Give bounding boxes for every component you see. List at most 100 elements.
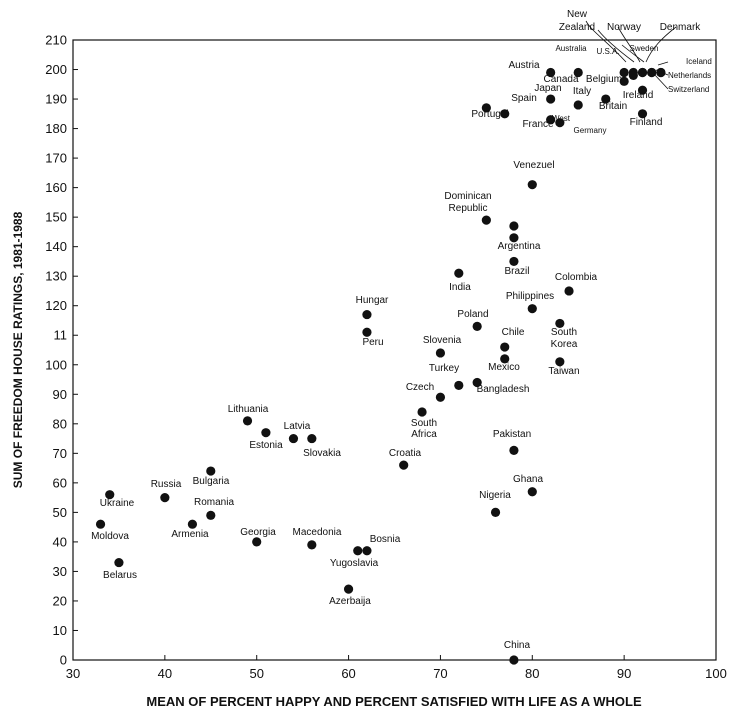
- point-labels: Australia U.S.A. Sweden Iceland Netherlands S…: [91, 9, 712, 651]
- y-tick-label: 210: [45, 33, 67, 48]
- x-tick-label: 50: [249, 666, 263, 681]
- point-label: Nigeria: [479, 490, 511, 501]
- data-point: [647, 67, 657, 78]
- y-tick-label: 10: [53, 623, 67, 638]
- y-tick-label: 160: [45, 180, 67, 195]
- data-point: [656, 67, 666, 78]
- point-label: Netherlands: [668, 71, 711, 80]
- data-point: [546, 115, 556, 125]
- y-tick-label: 80: [53, 416, 67, 431]
- data-point: [527, 487, 537, 497]
- data-point: [454, 380, 464, 391]
- y-axis-title: SUM OF FREEDOM HOUSE RATINGS, 1981-1988: [11, 211, 25, 488]
- data-point: [500, 354, 510, 364]
- point-label: New: [567, 9, 588, 20]
- leader-line: [621, 44, 645, 63]
- point-label: Pakistan: [493, 429, 531, 440]
- data-point: [601, 94, 611, 104]
- leader-line: [585, 20, 627, 63]
- data-point: [472, 321, 482, 331]
- x-tick-label: 60: [341, 666, 355, 681]
- data-point: [637, 67, 648, 78]
- point-label: South: [411, 418, 437, 429]
- point-label: Philippines: [506, 291, 554, 302]
- point-label: Hungar: [356, 295, 389, 306]
- data-point: [637, 85, 648, 95]
- x-tick-label: 90: [617, 666, 631, 681]
- data-point: [573, 100, 583, 110]
- data-point: [573, 67, 583, 78]
- point-label: Republic: [449, 203, 488, 214]
- data-point: [95, 519, 106, 529]
- data-point: [509, 655, 519, 665]
- point-label: West: [552, 114, 571, 123]
- x-tick-label: 70: [433, 666, 447, 681]
- data-point: [637, 109, 648, 119]
- x-tick-label: 30: [66, 666, 80, 681]
- data-point: [160, 493, 170, 503]
- data-point: [242, 416, 253, 426]
- y-tick-label: 40: [53, 534, 67, 549]
- data-point: [619, 67, 629, 78]
- x-tick-label: 100: [705, 666, 727, 681]
- point-label: Belgium: [586, 74, 622, 85]
- y-tick-label: 90: [53, 387, 67, 402]
- point-label: India: [449, 282, 471, 293]
- point-label: Colombia: [555, 272, 598, 283]
- data-point: [500, 109, 510, 119]
- data-point: [490, 507, 501, 517]
- point-label: Japan: [534, 83, 561, 94]
- data-point: [509, 256, 519, 267]
- point-label: Ghana: [513, 474, 543, 485]
- point-label: Yugoslavia: [330, 558, 379, 569]
- leader-lines: [585, 20, 677, 90]
- point-label: Lithuania: [228, 404, 269, 415]
- point-label: South: [551, 327, 577, 338]
- point-label: Denmark: [660, 22, 702, 33]
- point-label: Finland: [630, 117, 663, 128]
- point-label: Germany: [574, 126, 607, 135]
- point-label: Ukraine: [100, 498, 135, 509]
- data-point: [252, 537, 262, 547]
- data-point: [206, 510, 216, 520]
- point-label: Armenia: [171, 529, 209, 540]
- data-point: [628, 70, 638, 81]
- data-point: [546, 67, 556, 78]
- point-label: Switzerland: [668, 85, 709, 94]
- y-tick-label: 190: [45, 92, 67, 107]
- point-label: Portugal: [471, 109, 508, 120]
- y-tick-label: 130: [45, 269, 67, 284]
- point-label: Norway: [607, 22, 641, 33]
- leader-line: [617, 26, 641, 63]
- data-point: [362, 327, 372, 337]
- data-point: [555, 318, 565, 329]
- y-tick-label: 100: [45, 357, 67, 372]
- y-tick-label: 11: [54, 328, 68, 343]
- data-point: [105, 490, 115, 500]
- data-point: [417, 407, 427, 417]
- point-label: Georgia: [240, 527, 276, 538]
- data-point: [509, 445, 519, 455]
- point-label: China: [504, 640, 531, 651]
- point-label: Turkey: [429, 363, 459, 374]
- x-tick-label: 80: [525, 666, 539, 681]
- point-label: Macedonia: [293, 527, 342, 538]
- y-tick-label: 140: [45, 239, 67, 254]
- data-point: [509, 233, 519, 243]
- data-point: [481, 215, 491, 225]
- data-point: [555, 357, 565, 367]
- leader-line: [657, 61, 669, 66]
- point-label: Poland: [457, 309, 488, 320]
- y-tick-label: 70: [53, 446, 67, 461]
- point-label: France: [522, 119, 554, 130]
- y-tick-label: 60: [53, 475, 67, 490]
- data-point: [288, 433, 299, 444]
- point-label: Romania: [194, 497, 234, 508]
- point-label: Bosnia: [370, 534, 401, 545]
- data-point: [362, 309, 372, 320]
- data-point: [187, 519, 198, 529]
- y-tick-label: 0: [60, 653, 67, 668]
- data-point: [454, 268, 464, 278]
- y-tick-label: 20: [53, 593, 67, 608]
